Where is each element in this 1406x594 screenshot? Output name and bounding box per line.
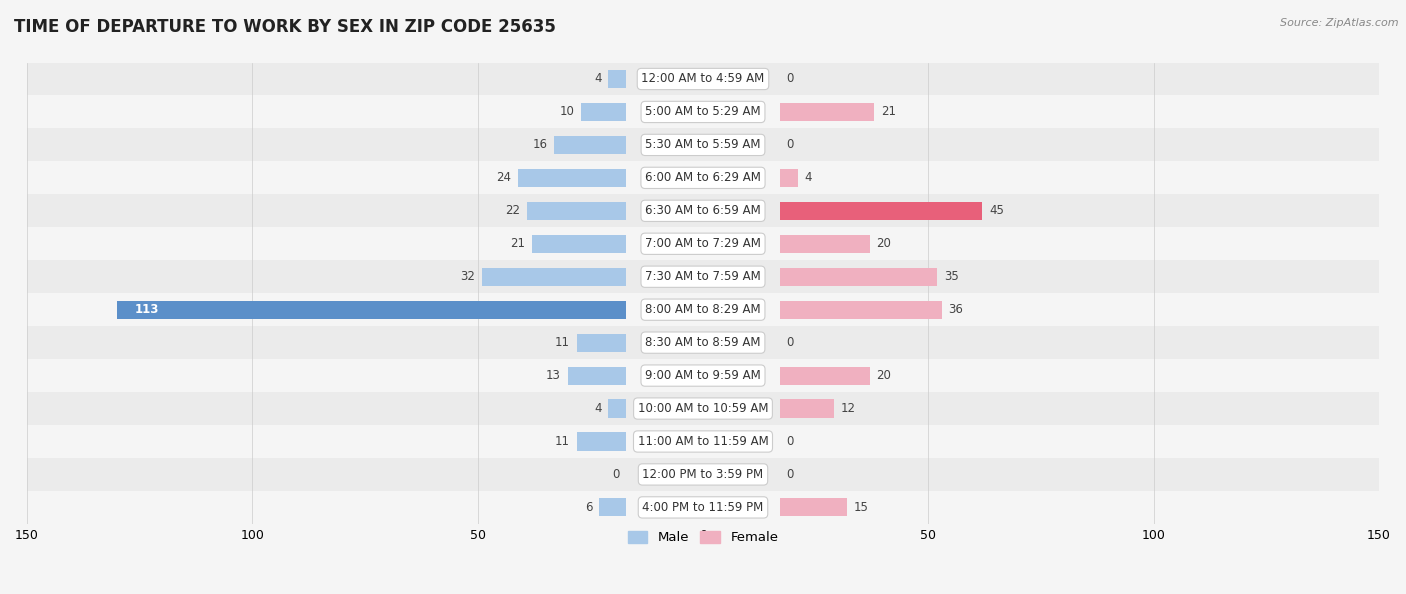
Text: 11: 11: [555, 336, 569, 349]
Bar: [27, 162, 1379, 194]
Bar: [779, 268, 938, 286]
Text: 21: 21: [882, 106, 896, 118]
Bar: [599, 498, 627, 516]
Text: 7:00 AM to 7:29 AM: 7:00 AM to 7:29 AM: [645, 237, 761, 250]
Text: 12:00 PM to 3:59 PM: 12:00 PM to 3:59 PM: [643, 468, 763, 481]
Text: 9:00 AM to 9:59 AM: 9:00 AM to 9:59 AM: [645, 369, 761, 382]
Text: 10:00 AM to 10:59 AM: 10:00 AM to 10:59 AM: [638, 402, 768, 415]
Bar: [576, 334, 627, 352]
Text: 8:30 AM to 8:59 AM: 8:30 AM to 8:59 AM: [645, 336, 761, 349]
Text: 13: 13: [546, 369, 561, 382]
Text: 11: 11: [555, 435, 569, 448]
Text: 0: 0: [786, 336, 794, 349]
Bar: [581, 103, 627, 121]
Text: 0: 0: [786, 72, 794, 86]
Text: 4: 4: [595, 402, 602, 415]
Text: Source: ZipAtlas.com: Source: ZipAtlas.com: [1281, 18, 1399, 28]
Text: 6:30 AM to 6:59 AM: 6:30 AM to 6:59 AM: [645, 204, 761, 217]
Bar: [609, 400, 627, 418]
Text: 0: 0: [612, 468, 620, 481]
Bar: [27, 260, 1379, 293]
Text: 0: 0: [786, 138, 794, 151]
Text: 5:00 AM to 5:29 AM: 5:00 AM to 5:29 AM: [645, 106, 761, 118]
Bar: [779, 400, 834, 418]
Bar: [527, 202, 627, 220]
Bar: [779, 202, 983, 220]
Text: 0: 0: [786, 468, 794, 481]
Bar: [576, 432, 627, 451]
Bar: [568, 366, 627, 385]
Bar: [27, 194, 1379, 228]
Bar: [779, 169, 797, 187]
Text: 21: 21: [510, 237, 524, 250]
Text: 6:00 AM to 6:29 AM: 6:00 AM to 6:29 AM: [645, 171, 761, 184]
Bar: [27, 458, 1379, 491]
Text: 35: 35: [943, 270, 959, 283]
Text: 113: 113: [135, 303, 159, 316]
Bar: [27, 128, 1379, 162]
Text: 12:00 AM to 4:59 AM: 12:00 AM to 4:59 AM: [641, 72, 765, 86]
Text: 4: 4: [804, 171, 811, 184]
Text: 11:00 AM to 11:59 AM: 11:00 AM to 11:59 AM: [638, 435, 768, 448]
Text: TIME OF DEPARTURE TO WORK BY SEX IN ZIP CODE 25635: TIME OF DEPARTURE TO WORK BY SEX IN ZIP …: [14, 18, 555, 36]
Bar: [117, 301, 627, 319]
Bar: [779, 235, 870, 253]
Text: 4:00 PM to 11:59 PM: 4:00 PM to 11:59 PM: [643, 501, 763, 514]
Bar: [779, 366, 870, 385]
Text: 7:30 AM to 7:59 AM: 7:30 AM to 7:59 AM: [645, 270, 761, 283]
Bar: [27, 96, 1379, 128]
Bar: [609, 70, 627, 88]
Text: 45: 45: [990, 204, 1004, 217]
Bar: [27, 228, 1379, 260]
Bar: [27, 359, 1379, 392]
Bar: [27, 62, 1379, 96]
Text: 22: 22: [506, 204, 520, 217]
Bar: [27, 326, 1379, 359]
Bar: [27, 293, 1379, 326]
Bar: [27, 491, 1379, 524]
Text: 12: 12: [841, 402, 855, 415]
Text: 16: 16: [533, 138, 547, 151]
Bar: [779, 103, 875, 121]
Bar: [554, 136, 627, 154]
Text: 8:00 AM to 8:29 AM: 8:00 AM to 8:29 AM: [645, 303, 761, 316]
Bar: [531, 235, 627, 253]
Text: 4: 4: [595, 72, 602, 86]
Bar: [779, 301, 942, 319]
Text: 0: 0: [786, 435, 794, 448]
Text: 10: 10: [560, 106, 575, 118]
Text: 36: 36: [949, 303, 963, 316]
Text: 15: 15: [853, 501, 869, 514]
Text: 20: 20: [876, 369, 891, 382]
Bar: [27, 392, 1379, 425]
Text: 20: 20: [876, 237, 891, 250]
Text: 24: 24: [496, 171, 512, 184]
Bar: [519, 169, 627, 187]
Text: 32: 32: [461, 270, 475, 283]
Bar: [27, 425, 1379, 458]
Legend: Male, Female: Male, Female: [623, 526, 783, 549]
Bar: [779, 498, 848, 516]
Text: 5:30 AM to 5:59 AM: 5:30 AM to 5:59 AM: [645, 138, 761, 151]
Text: 6: 6: [585, 501, 592, 514]
Bar: [482, 268, 627, 286]
